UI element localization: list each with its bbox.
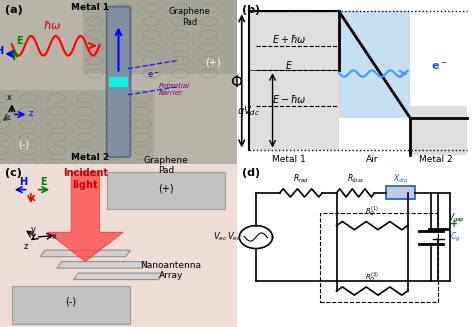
Text: (+): (+) bbox=[206, 58, 221, 67]
Text: x: x bbox=[7, 93, 12, 102]
Text: Incident
light: Incident light bbox=[63, 168, 108, 190]
Polygon shape bbox=[57, 262, 147, 268]
Polygon shape bbox=[0, 0, 237, 164]
Text: Graphene
Pad: Graphene Pad bbox=[144, 156, 188, 175]
Polygon shape bbox=[0, 164, 237, 327]
FancyBboxPatch shape bbox=[107, 7, 130, 157]
Text: $\Phi$: $\Phi$ bbox=[230, 74, 243, 90]
Text: (c): (c) bbox=[5, 168, 22, 179]
Text: Potential
Barrier: Potential Barrier bbox=[159, 83, 190, 96]
Text: $C_g$: $C_g$ bbox=[450, 231, 461, 244]
Text: E: E bbox=[40, 177, 47, 187]
Text: $R_{loss}$: $R_{loss}$ bbox=[347, 172, 364, 185]
Text: (d): (d) bbox=[242, 168, 260, 179]
Text: $R_{rad}$: $R_{rad}$ bbox=[293, 172, 309, 185]
Text: x: x bbox=[52, 232, 57, 241]
Text: $E+\hbar\omega$: $E+\hbar\omega$ bbox=[272, 32, 307, 44]
Text: Air: Air bbox=[366, 155, 378, 164]
Polygon shape bbox=[73, 273, 164, 280]
Polygon shape bbox=[107, 172, 225, 209]
Text: $E$: $E$ bbox=[285, 59, 293, 71]
Text: (b): (b) bbox=[242, 5, 260, 15]
Text: (a): (a) bbox=[5, 5, 22, 15]
Text: E: E bbox=[17, 36, 23, 46]
Text: $V_{ec}$: $V_{ec}$ bbox=[228, 231, 242, 243]
Text: e$^-$: e$^-$ bbox=[147, 71, 160, 80]
Bar bbox=[386, 186, 415, 199]
Bar bbox=[410, 106, 467, 155]
Text: Metal 1: Metal 1 bbox=[71, 3, 109, 12]
Text: $\mathbf{e^-}$: $\mathbf{e^-}$ bbox=[431, 60, 448, 72]
Polygon shape bbox=[0, 90, 154, 164]
Text: $R_Q^{(3)}$: $R_Q^{(3)}$ bbox=[365, 270, 379, 284]
Text: Metal 2: Metal 2 bbox=[419, 155, 453, 164]
Text: +: + bbox=[450, 219, 458, 229]
Text: H: H bbox=[0, 46, 3, 56]
Polygon shape bbox=[12, 286, 130, 324]
Bar bbox=[339, 11, 410, 118]
Polygon shape bbox=[40, 250, 130, 257]
Text: $\hbar\omega$: $\hbar\omega$ bbox=[43, 19, 61, 31]
Text: Nanoantenna
Array: Nanoantenna Array bbox=[140, 261, 201, 280]
Polygon shape bbox=[47, 172, 123, 262]
Text: $X_{dip}$: $X_{dip}$ bbox=[393, 173, 408, 186]
Polygon shape bbox=[83, 0, 237, 74]
Text: $E-\hbar\omega$: $E-\hbar\omega$ bbox=[272, 93, 307, 105]
Bar bbox=[249, 11, 339, 150]
Text: Metal 2: Metal 2 bbox=[71, 153, 109, 162]
Text: y: y bbox=[31, 225, 36, 234]
Text: (-): (-) bbox=[65, 296, 77, 306]
Text: $V_{ec}$: $V_{ec}$ bbox=[213, 231, 228, 243]
Text: z: z bbox=[24, 242, 28, 250]
Text: $qV_{dc}$: $qV_{dc}$ bbox=[237, 104, 260, 118]
Text: z: z bbox=[28, 109, 33, 118]
Text: (-): (-) bbox=[18, 139, 29, 149]
Text: Graphene
Pad: Graphene Pad bbox=[169, 7, 210, 26]
Bar bbox=[320, 213, 438, 302]
Text: $R_Q^{(1)}$: $R_Q^{(1)}$ bbox=[365, 205, 379, 219]
Text: (+): (+) bbox=[158, 183, 173, 193]
Text: H: H bbox=[19, 177, 27, 187]
Text: $V_{gap}$: $V_{gap}$ bbox=[448, 212, 465, 225]
Bar bbox=[109, 77, 128, 87]
Text: k: k bbox=[28, 193, 35, 203]
Text: Metal 1: Metal 1 bbox=[272, 155, 306, 164]
